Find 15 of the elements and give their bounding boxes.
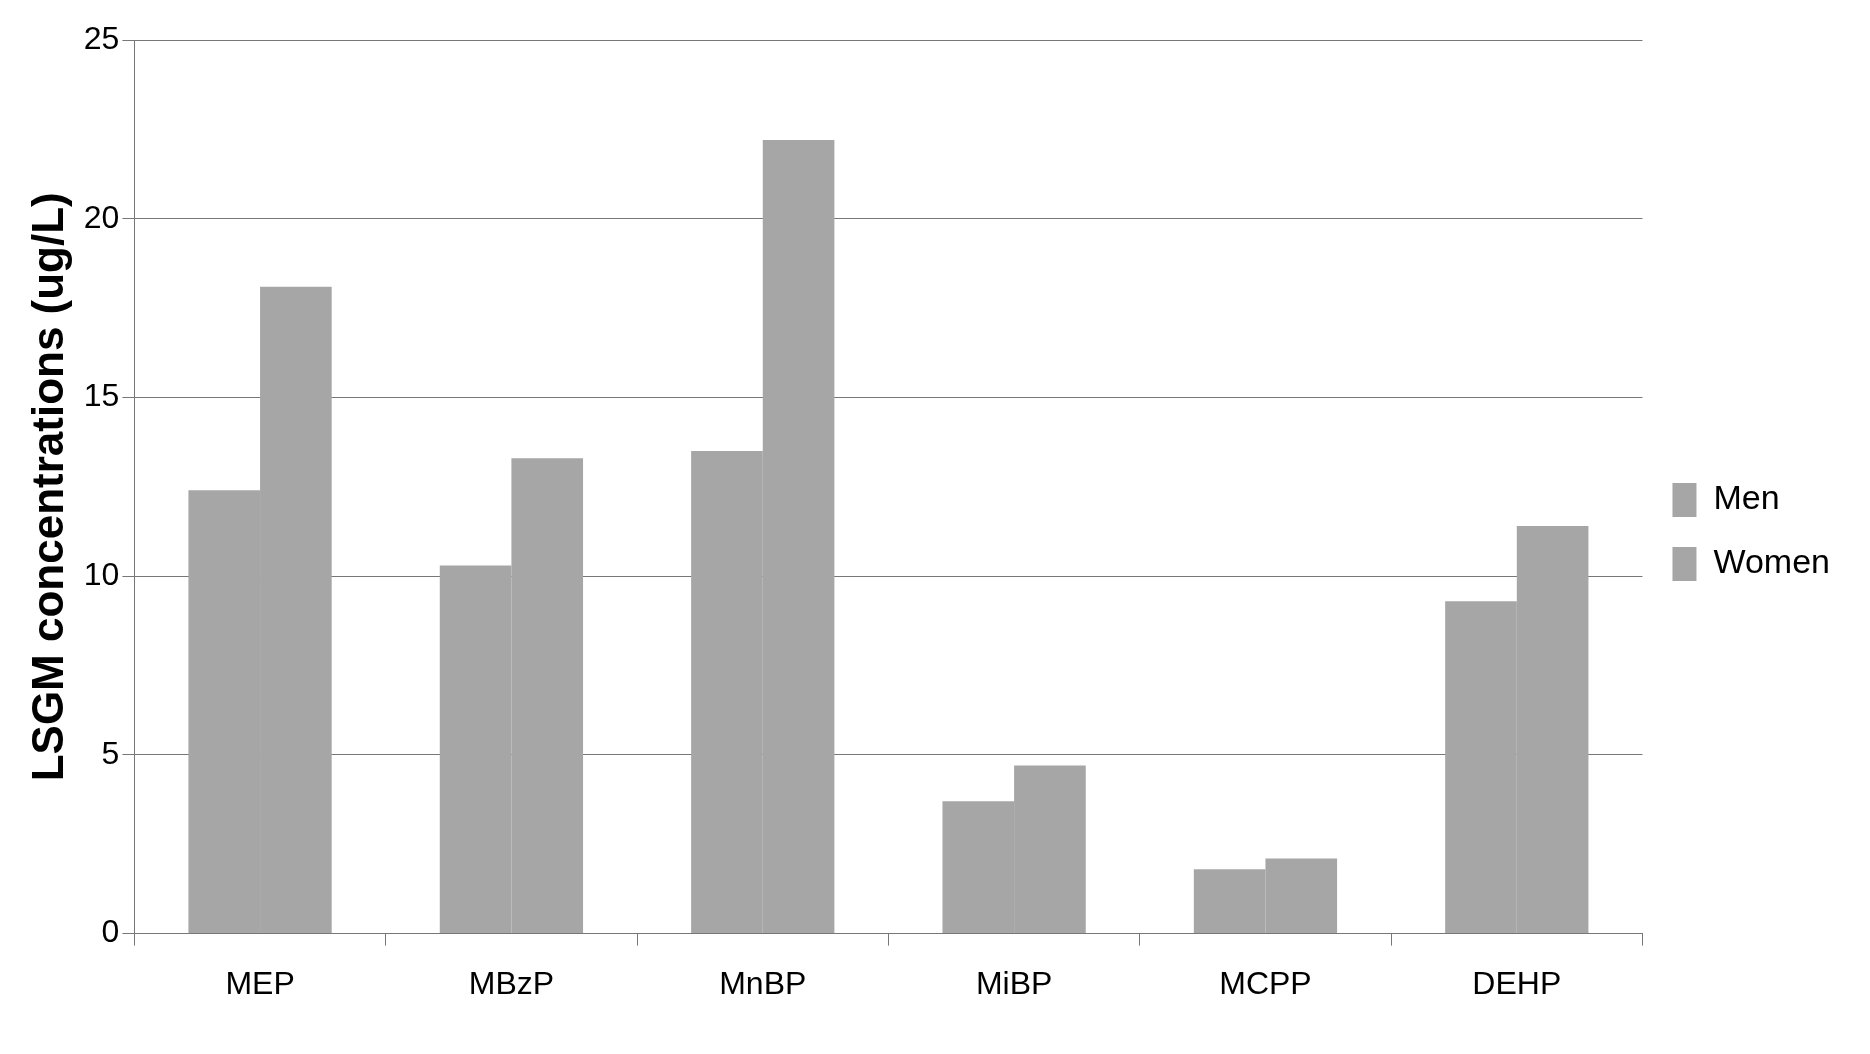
- y-tick-label: 0: [101, 913, 120, 950]
- x-tick-label: MCPP: [1219, 964, 1312, 1001]
- y-axis-title: LSGM concentrations (ug/L): [22, 192, 72, 782]
- x-tick-label: MBzP: [468, 964, 555, 1001]
- x-tick-label: DEHP: [1472, 964, 1562, 1001]
- legend-label: Men: [1713, 478, 1780, 517]
- x-tick-label: MEP: [225, 964, 295, 1001]
- x-tick-label: MnBP: [719, 964, 807, 1001]
- x-tick-label: MiBP: [975, 964, 1053, 1001]
- legend-label: Women: [1713, 542, 1830, 581]
- y-tick-label: 5: [101, 734, 120, 771]
- y-tick-label: 20: [83, 198, 120, 235]
- y-tick-label: 10: [83, 555, 120, 592]
- y-tick-label: 25: [83, 19, 120, 56]
- y-tick-label: 15: [83, 377, 120, 414]
